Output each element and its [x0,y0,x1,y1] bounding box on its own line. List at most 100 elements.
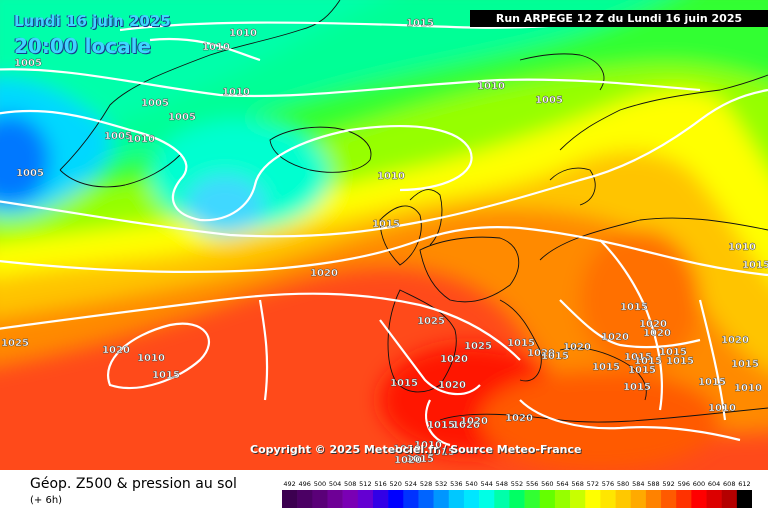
isobar-label: 1025 [1,338,29,349]
scale-tick-label: 592 [662,480,674,488]
isobar-label: 1020 [643,328,671,339]
scale-swatch [403,490,419,508]
scale-swatch [479,490,495,508]
scale-tick-label: 492 [283,480,295,488]
isobar-label: 1005 [14,58,42,69]
scale-swatch [736,490,752,508]
isobar-label: 1015 [634,356,662,367]
scale-swatch [418,490,434,508]
isobar-label: 1010 [708,403,736,414]
isobar-label: 1015 [620,302,648,313]
scale-tick-label: 564 [556,480,568,488]
scale-swatch [342,490,359,508]
scale-tick-label: 612 [738,480,750,488]
isobar-label: 1020 [452,420,480,431]
scale-swatch [494,490,510,508]
isobar-label: 1010 [414,440,442,451]
copyright-notice: Copyright © 2025 Meteociel.fr / Source M… [250,443,582,456]
isobar-label: 1015 [372,219,400,230]
isobar-label: 1005 [141,98,169,109]
isobar-label: 1005 [104,131,132,142]
scale-swatch [600,490,616,508]
scale-tick-label: 516 [374,480,386,488]
scale-tick-label: 536 [450,480,462,488]
scale-swatch [433,490,450,508]
scale-tick-label: 608 [723,480,735,488]
scale-tick-label: 560 [541,480,553,488]
isobar-label: 1015 [628,365,656,376]
isobar-label: 1015 [623,382,651,393]
product-title: Géop. Z500 & pression au sol [30,476,237,492]
isobar-label: 1010 [127,134,155,145]
scale-tick-label: 580 [617,480,629,488]
isobar-label: 1020 [102,345,130,356]
isobar-label: 1020 [460,416,488,427]
isobar-label: 1025 [417,316,445,327]
isobar-label: 1010 [728,242,756,253]
scale-tick-label: 504 [329,480,341,488]
isobar-label: 1020 [393,444,421,455]
scale-swatch [676,490,692,508]
isobar-label: 1020 [505,413,533,424]
isobar-label: 1010 [137,353,165,364]
scale-swatch [585,490,601,508]
isobar-label: 1015 [427,447,455,458]
scale-swatch [388,490,404,508]
isobar-label: 1015 [698,377,726,388]
scale-swatch [691,490,707,508]
isobar-label: 1005 [168,112,196,123]
forecast-date: Lundi 16 juin 2025 [14,12,171,30]
isobar-label: 1010 [222,87,250,98]
scale-tick-label: 528 [420,480,432,488]
isobar-label: 1020 [394,455,422,466]
coastlines [59,0,768,423]
scale-swatch [630,490,647,508]
isobar-labels: 1015101010101005101010051005100510101010… [1,18,768,466]
scale-swatch [448,490,465,508]
scale-swatch [661,490,677,508]
scale-tick-label: 576 [602,480,614,488]
model-run-banner: Run ARPEGE 12 Z du Lundi 16 juin 2025 [470,10,768,27]
isobar-label: 1020 [639,319,667,330]
forecast-step: (+ 6h) [30,495,63,506]
isobar-label: 1010 [229,28,257,39]
scale-tick-label: 572 [587,480,599,488]
isobar-label: 1015 [624,352,652,363]
isobar-label: 1020 [601,332,629,343]
isobar-label: 1020 [310,268,338,279]
isobar-label: 1015 [390,378,418,389]
isobar-label: 1015 [152,370,180,381]
isobar-label: 1015 [427,420,455,431]
isobar-label: 1020 [440,354,468,365]
isobar-label: 1015 [666,356,694,367]
pressure-map: 1015101010101005101010051005100510101010… [0,0,768,470]
isobar-label: 1015 [592,362,620,373]
isobar-label: 1020 [527,348,555,359]
scale-swatch [357,490,374,508]
scale-tick-label: 540 [465,480,477,488]
isobar-label: 1025 [464,341,492,352]
scale-tick-label: 532 [435,480,447,488]
scale-swatch [645,490,662,508]
scale-swatch [524,490,541,508]
scale-tick-label: 556 [526,480,538,488]
scale-tick-label: 544 [480,480,492,488]
scale-swatch [312,490,328,508]
legend-bar: Géop. Z500 & pression au sol (+ 6h) 492 4… [0,470,768,512]
isobar-label: 1010 [734,383,762,394]
scale-swatch [297,490,313,508]
color-scale: 492 496 500 504 508 512 516 520 524 528 532 536 540 5… [282,480,752,508]
scale-swatch [570,490,586,508]
isobar-label: 1015 [507,338,535,349]
scale-tick-label: 500 [314,480,326,488]
isobar-label: 1015 [659,347,687,358]
scale-tick-label: 552 [511,480,523,488]
scale-swatch [282,490,298,508]
isobar-label: 1020 [563,342,591,353]
isobars [0,21,768,447]
isobar-label: 1005 [535,95,563,106]
scale-tick-label: 596 [678,480,690,488]
scale-tick-label: 524 [405,480,417,488]
scale-swatch [615,490,632,508]
